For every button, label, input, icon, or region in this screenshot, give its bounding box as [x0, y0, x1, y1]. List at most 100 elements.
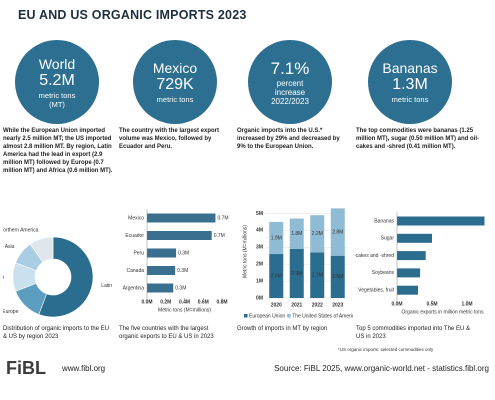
caption: Distribution of organic imports to the E… — [3, 326, 110, 340]
category-label: Vegetables, fruit — [358, 288, 394, 294]
y-tick-label: 2M — [256, 262, 263, 268]
description: The top commodities were bananas (1.25 m… — [356, 128, 480, 150]
bar-segment — [289, 218, 304, 249]
slice-label: Europe — [3, 309, 19, 315]
value-label: 0.3M — [178, 250, 189, 256]
value-label: 2.5M — [332, 274, 343, 280]
stat-circle: World 5.2M metric tons (MT) — [15, 40, 99, 124]
value-label: 1.8M — [291, 231, 302, 237]
bar — [147, 266, 176, 275]
bar-segment — [289, 248, 304, 298]
caption: Top 5 commodities imported into The EU &… — [356, 326, 470, 340]
x-tick-label: 0.2M — [160, 299, 171, 305]
category-label: Soybeans — [372, 270, 395, 276]
stat-unit: metric tons — [156, 95, 194, 104]
donut-slice — [29, 236, 54, 263]
value-label: 1.9M — [271, 235, 282, 241]
slice-label: Latin America — [101, 283, 113, 289]
value-label: 2.7M — [312, 273, 323, 279]
value-label: 0.7M — [217, 215, 228, 221]
category-label: Oil-cakes and -shred — [355, 253, 394, 259]
category-label: Mexico — [128, 215, 144, 221]
y-tick-label: 1M — [256, 278, 263, 284]
x-axis-label: Organic exports in million metric tons — [402, 309, 484, 315]
legend-label: The United States of America — [292, 313, 353, 319]
y-tick-label: 5M — [256, 211, 263, 217]
bar — [397, 233, 432, 243]
bar-segment — [269, 221, 284, 255]
value-label: 2.9M — [291, 271, 302, 277]
stat-value: 5.2M — [39, 71, 75, 89]
stat-circle: 7.1% percent increase 2022/2023 — [248, 40, 332, 124]
stat-circle: Mexico 729K metric tons — [133, 40, 217, 124]
stat-value: 729K — [156, 76, 194, 93]
value-label: 0.3M — [175, 285, 186, 291]
bar-chart: Mexico 0.7M Ecuador 0.7M Peru 0.3M Canada 0.3M A… — [123, 209, 229, 313]
slice-label: Africa — [3, 274, 4, 280]
y-tick-label: 4M — [256, 228, 263, 234]
bar — [147, 248, 177, 258]
y-tick-label: 3M — [256, 245, 263, 251]
bar-chart: Bananas Sugar Oil-cakes and -shred Soybeans… — [355, 212, 485, 315]
category-label: Argentina — [123, 285, 145, 291]
x-tick-label: 0.6M — [198, 299, 209, 305]
bar-segment — [310, 252, 325, 298]
stat-value: percent increase 2022/2023 — [271, 78, 309, 106]
x-tick-label: 2023 — [332, 302, 343, 308]
bar — [147, 231, 212, 240]
stat-value: 1.3M — [392, 76, 428, 93]
legend-label: European Union — [249, 313, 285, 319]
x-axis-label: Metric tons (M=millions) — [158, 307, 211, 313]
x-tick-label: 2021 — [291, 302, 302, 308]
value-label: 2.2M — [312, 231, 323, 237]
bar — [397, 285, 418, 295]
x-tick-label: 0.8M — [216, 299, 227, 305]
x-tick-label: 2020 — [271, 302, 282, 308]
x-tick-label: 0.0M — [391, 301, 402, 307]
x-tick-label: 2022 — [312, 302, 323, 308]
logo: FiBL — [6, 358, 46, 378]
bar — [397, 251, 426, 261]
bar-segment — [330, 208, 345, 256]
description: Organic imports into the U.S.* increased… — [237, 128, 340, 150]
stat-unit: metric tons (MT) — [38, 90, 76, 109]
page-title: EU AND US ORGANIC IMPORTS 2023 — [18, 8, 247, 22]
footnote: *US organic imports: selected commoditie… — [338, 347, 434, 352]
footer-url: www.fibl.org — [62, 364, 106, 373]
stat-unit: metric tons — [391, 95, 429, 104]
caption: Growth of imports in MT by region — [237, 326, 328, 332]
bar — [397, 216, 485, 226]
stat-label: Mexico — [152, 60, 198, 76]
value-label: 2.6M — [271, 273, 282, 279]
stacked-bar-chart: 0M 1M 2M 3M 4M 5M Metric tons (M=millions) 2.6M… — [242, 208, 353, 319]
stat-label: 7.1% — [270, 58, 310, 78]
category-label: Canada — [126, 268, 144, 274]
bar-segment — [310, 215, 325, 253]
y-axis-label: Metric tons (M=millions) — [242, 225, 248, 278]
stat-label: World — [38, 55, 76, 72]
bar — [397, 268, 421, 278]
footer-source: Source: FiBL 2025, www.organic-world.net… — [274, 364, 489, 373]
category-label: Bananas — [374, 218, 394, 224]
category-label: Peru — [133, 250, 144, 256]
legend-swatch — [287, 314, 291, 318]
caption: The five countries with the largest orga… — [119, 326, 214, 340]
x-tick-label: 0.4M — [179, 299, 190, 305]
value-label: 0.3M — [177, 268, 188, 274]
stat-label: Bananas — [382, 60, 438, 76]
value-label: 2.8M — [332, 229, 343, 235]
donut-chart: Latin America Europe Africa Asia Northern Am… — [3, 228, 113, 318]
bar-segment — [269, 254, 284, 298]
description: While the European Union imported nearly… — [3, 128, 113, 174]
bar — [147, 213, 216, 223]
stat-circle: Bananas 1.3M metric tons — [368, 40, 452, 124]
bar-segment — [330, 255, 345, 298]
y-tick-label: 0M — [256, 295, 263, 301]
x-tick-label: 0.5M — [426, 301, 437, 307]
slice-label: Asia — [5, 244, 15, 250]
x-tick-label: 0.0M — [141, 299, 152, 305]
slice-label: Northern America — [3, 228, 39, 234]
category-label: Ecuador — [125, 233, 144, 239]
value-label: 0.7M — [214, 233, 225, 239]
